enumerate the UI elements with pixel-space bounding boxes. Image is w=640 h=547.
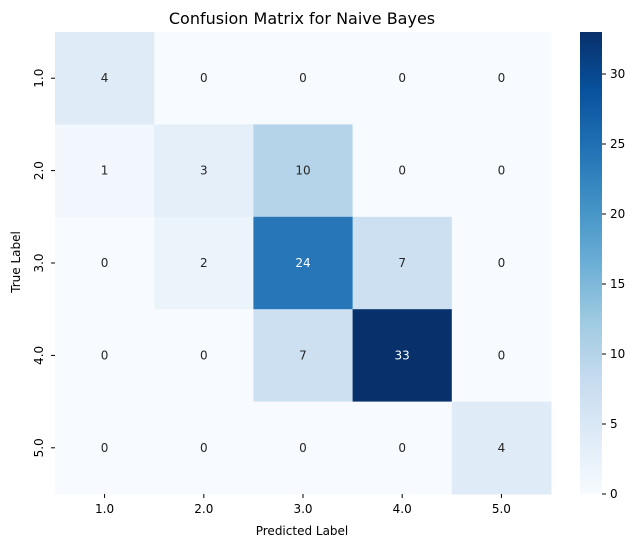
cell-value-label: 10 bbox=[295, 164, 310, 178]
chart-title: Confusion Matrix for Naive Bayes bbox=[169, 9, 435, 28]
cell-value-label: 0 bbox=[398, 71, 406, 85]
y-tick-label: 4.0 bbox=[32, 346, 46, 365]
heatmap-cell bbox=[253, 124, 354, 218]
cell-value-label: 33 bbox=[395, 348, 410, 362]
colorbar-tick-label: 5 bbox=[610, 417, 618, 431]
cell-value-label: 24 bbox=[295, 256, 310, 270]
heatmap-cell bbox=[55, 124, 155, 218]
x-tick-label: 2.0 bbox=[194, 502, 213, 516]
heatmap-cell bbox=[154, 32, 254, 125]
colorbar-gradient bbox=[580, 32, 602, 494]
x-axis-ticks: 1.0 2.0 3.0 4.0 5.0 bbox=[95, 494, 511, 516]
heatmap-cell bbox=[154, 216, 254, 310]
heatmap-cell bbox=[154, 401, 254, 495]
cell-value-label: 0 bbox=[498, 71, 506, 85]
heatmap-cell bbox=[253, 32, 354, 125]
cell-value-label: 0 bbox=[299, 71, 307, 85]
colorbar: 0 5 10 15 20 25 30 bbox=[580, 32, 625, 501]
colorbar-tick-label: 30 bbox=[610, 67, 625, 81]
heatmap-cell bbox=[352, 401, 453, 495]
heatmap-cell bbox=[352, 309, 453, 403]
cell-value-label: 0 bbox=[398, 441, 406, 455]
cell-value-label: 1 bbox=[101, 164, 109, 178]
cell-value-label: 0 bbox=[101, 441, 109, 455]
cell-value-label: 4 bbox=[101, 71, 109, 85]
colorbar-tick-label: 20 bbox=[610, 207, 625, 221]
y-axis-ticks: 1.0 2.0 3.0 4.0 5.0 bbox=[32, 69, 55, 457]
x-tick-label: 4.0 bbox=[393, 502, 412, 516]
heatmap-cell bbox=[55, 32, 155, 125]
heatmap-cell bbox=[352, 124, 453, 218]
cell-value-label: 0 bbox=[101, 256, 109, 270]
cell-value-label: 2 bbox=[200, 256, 208, 270]
heatmap-cell bbox=[352, 32, 453, 125]
heatmap-cell bbox=[451, 124, 552, 218]
cell-value-label: 0 bbox=[498, 348, 506, 362]
cell-value-label: 7 bbox=[299, 348, 307, 362]
cell-value-label: 0 bbox=[200, 348, 208, 362]
cell-value-label: 0 bbox=[101, 348, 109, 362]
heatmap-cell bbox=[253, 216, 354, 310]
heatmap-cell bbox=[154, 124, 254, 218]
heatmap-cell bbox=[451, 216, 552, 310]
cell-value-label: 0 bbox=[200, 71, 208, 85]
heatmap-cell bbox=[154, 309, 254, 403]
y-tick-label: 5.0 bbox=[32, 438, 46, 457]
heatmap-cell bbox=[55, 401, 155, 495]
y-tick-label: 3.0 bbox=[32, 253, 46, 272]
cell-value-label: 3 bbox=[200, 164, 208, 178]
heatmap-cell bbox=[55, 216, 155, 310]
cell-value-label: 7 bbox=[398, 256, 406, 270]
heatmap-cells bbox=[55, 32, 552, 495]
colorbar-ticks: 0 5 10 15 20 25 30 bbox=[602, 67, 625, 501]
heatmap-cell bbox=[253, 309, 354, 403]
heatmap-cell bbox=[451, 32, 552, 125]
colorbar-tick-label: 0 bbox=[610, 487, 618, 501]
y-axis-label: True Label bbox=[9, 231, 23, 294]
heatmap-cell bbox=[451, 309, 552, 403]
cell-value-label: 0 bbox=[299, 441, 307, 455]
x-tick-label: 5.0 bbox=[492, 502, 511, 516]
colorbar-tick-label: 15 bbox=[610, 277, 625, 291]
heatmap-cell bbox=[352, 216, 453, 310]
cell-value-label: 0 bbox=[498, 164, 506, 178]
x-axis-label: Predicted Label bbox=[256, 524, 349, 538]
cell-value-label: 4 bbox=[498, 441, 506, 455]
x-tick-label: 3.0 bbox=[293, 502, 312, 516]
heatmap-cell bbox=[55, 309, 155, 403]
y-tick-label: 2.0 bbox=[32, 161, 46, 180]
y-tick-label: 1.0 bbox=[32, 69, 46, 88]
heatmap-cell bbox=[253, 401, 354, 495]
x-tick-label: 1.0 bbox=[95, 502, 114, 516]
colorbar-tick-label: 10 bbox=[610, 347, 625, 361]
heatmap-cell bbox=[451, 401, 552, 495]
cell-value-label: 0 bbox=[200, 441, 208, 455]
colorbar-tick-label: 25 bbox=[610, 137, 625, 151]
heatmap-cell-labels: 4 0 0 0 0 1 3 10 0 0 0 2 24 7 0 0 0 7 33 0 0 0 0 0 4 bbox=[101, 71, 505, 455]
cell-value-label: 0 bbox=[498, 256, 506, 270]
cell-value-label: 0 bbox=[398, 164, 406, 178]
